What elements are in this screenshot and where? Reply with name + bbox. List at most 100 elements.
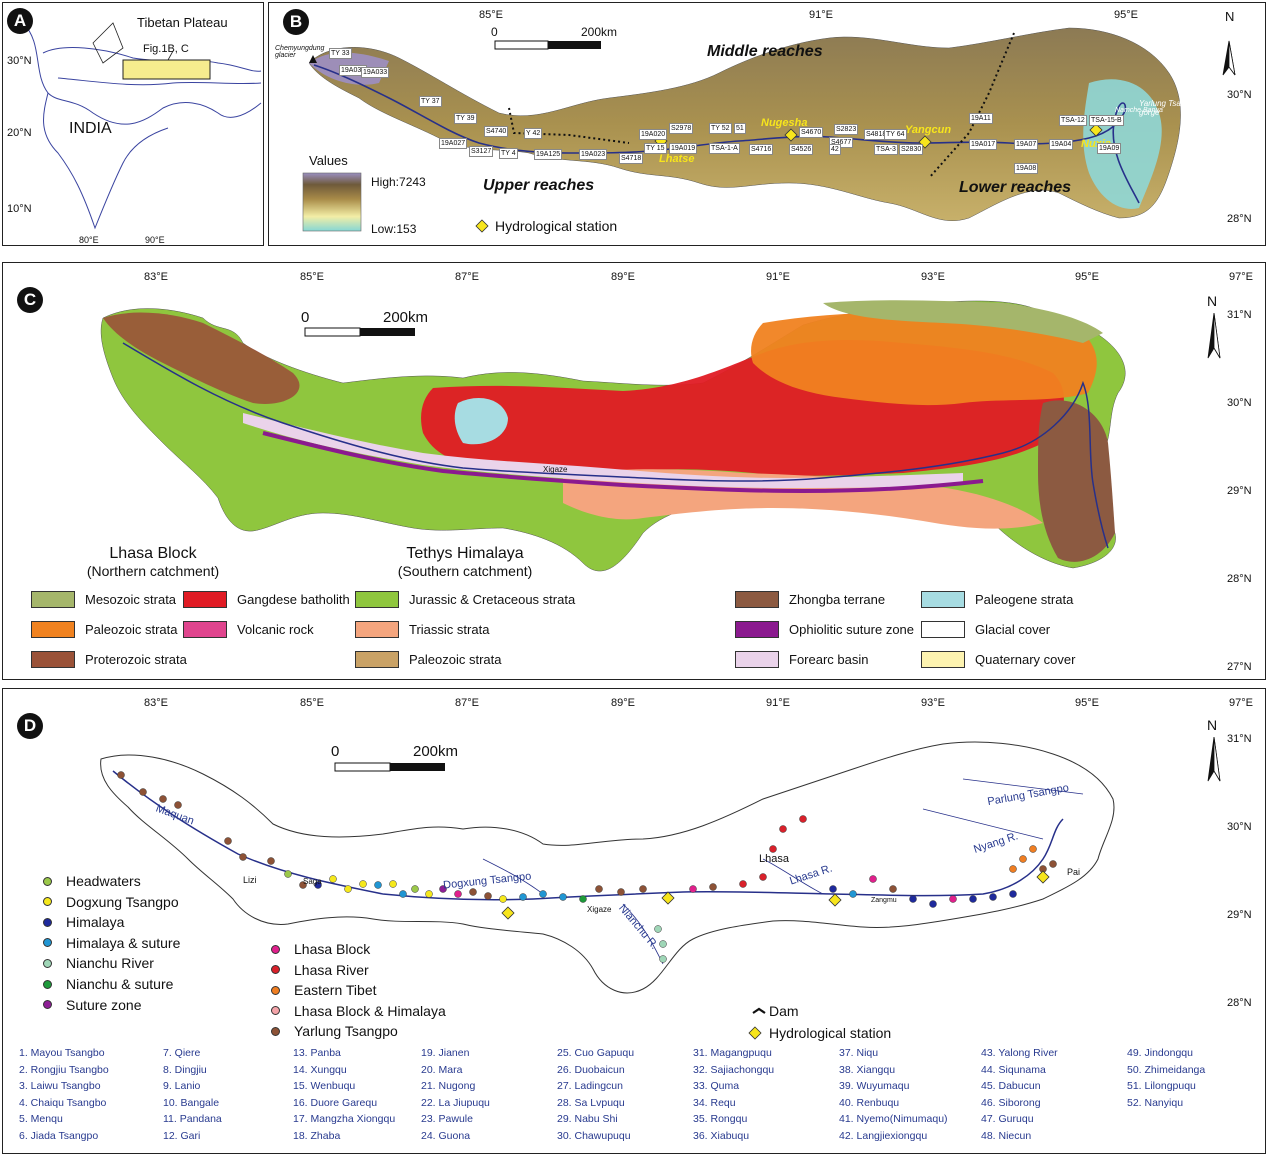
sample-dot	[617, 888, 625, 896]
legend-label: Gangdese batholith	[237, 592, 350, 607]
yarlung-river-d	[112, 770, 1064, 901]
river-list-item: 44. Siqunama	[981, 1063, 1046, 1076]
lat-label: 30°N	[1227, 821, 1252, 833]
panel-a-location-map: A Tibetan Plateau Fig.1B, C INDIA 30°N 2…	[2, 2, 264, 246]
values-ramp	[302, 172, 362, 232]
legend-label: Jurassic & Cretaceous strata	[409, 592, 576, 607]
legend-label: Eastern Tibet	[294, 982, 377, 999]
sample-legend-item: Nianchu & suture	[43, 976, 173, 992]
sample-id-label: S4670	[799, 127, 824, 138]
sample-dot	[284, 870, 292, 878]
sample-dot	[779, 825, 787, 833]
sample-dot	[595, 885, 603, 893]
geology-legend-item: Mesozoic strata	[31, 591, 176, 608]
sample-dot	[559, 893, 567, 901]
river-list-item: 38. Xiangqu	[839, 1063, 896, 1076]
sample-dot	[425, 890, 433, 898]
lat-label: 10°N	[7, 203, 32, 215]
sample-dot	[389, 880, 397, 888]
sample-id-label: S4716	[749, 144, 774, 155]
scale-zero: 0	[301, 309, 310, 326]
lon-label: 93°E	[921, 271, 945, 283]
values-low: Low:153	[371, 222, 417, 236]
sample-dot	[469, 888, 477, 896]
legend-label: Nianchu River	[66, 955, 154, 972]
legend-dot	[43, 897, 52, 907]
legend-label: Mesozoic strata	[85, 592, 177, 607]
station-label: Nugesha	[761, 117, 808, 129]
river-list-item: 51. Lilongpuqu	[1127, 1080, 1196, 1092]
river-list-item: 1. Mayou Tsangbo	[19, 1047, 105, 1059]
legend-label: Triassic strata	[409, 622, 490, 637]
river-list-item: 29. Nabu Shi	[557, 1113, 618, 1125]
sample-dot	[849, 890, 857, 898]
legend-station-symbol	[748, 1026, 762, 1040]
river-list-item: 36. Xiabuqu	[693, 1129, 750, 1142]
sample-id-label: S4718	[619, 153, 644, 164]
lon-label: 85°E	[300, 697, 324, 709]
sample-dot	[739, 880, 747, 888]
geology-legend-item: Volcanic rock	[183, 621, 314, 638]
legend-label: Himalaya	[66, 914, 125, 931]
lon-label: 85°E	[300, 271, 324, 283]
river-list-item: 27. Ladingcun	[557, 1080, 623, 1092]
lizi-label: Lizi	[243, 875, 257, 885]
sample-id-label: TY 4	[499, 148, 518, 159]
river-list-item: 48. Niecun	[981, 1129, 1032, 1142]
river-list-item: 7. Qiere	[163, 1047, 201, 1059]
river-list-item: 15. Wenbuqu	[293, 1080, 356, 1092]
fig-1bc-box	[122, 59, 211, 80]
river-list-item: 28. Sa Lvpuqu	[557, 1096, 625, 1109]
sample-id-label: TSA-15-B	[1089, 115, 1124, 126]
river-list-item: 32. Sajiachongqu	[693, 1063, 775, 1076]
forearc-zone	[243, 413, 963, 488]
panel-a-map	[22, 22, 262, 230]
sample-dot	[759, 873, 767, 881]
legend-label: Zhongba terrane	[789, 592, 886, 607]
sample-id-label: 19A07	[1014, 139, 1039, 150]
legend-dam-label: Dam	[769, 1003, 799, 1019]
river-list-item: 43. Yalong River	[981, 1047, 1058, 1059]
sample-legend-item: Yarlung Tsangpo	[271, 1023, 398, 1039]
place-label: Namche Barwa	[1115, 107, 1163, 114]
geology-legend-item: Forearc basin	[735, 651, 868, 668]
legend-label: Paleozoic strata	[409, 652, 502, 667]
lon-label: 95°E	[1075, 271, 1099, 283]
sample-id-label: 19A017	[969, 139, 998, 150]
lon-label: 83°E	[144, 697, 168, 709]
sample-dot	[989, 893, 997, 901]
geology-legend-item: Proterozoic strata	[31, 651, 187, 668]
geology-legend-item: Paleozoic strata	[355, 651, 502, 668]
legend-swatch	[921, 651, 965, 668]
legend-label: Paleogene strata	[975, 592, 1074, 607]
sample-legend-item: Dogxung Tsangpo	[43, 894, 179, 910]
panel-c-geology-map: C 83°E 85°E 87°E 89°E 91°E 93°E 95°E 97°…	[2, 262, 1266, 680]
lat-label: 29°N	[1227, 909, 1252, 921]
tethys-sub: (Southern catchment)	[397, 563, 533, 579]
pai-label: Pai	[1067, 867, 1081, 877]
legend-label: Headwaters	[66, 873, 141, 889]
sample-id-label: 19A11	[969, 113, 993, 124]
river-list-item: 42. Langjiexiongqu	[839, 1129, 928, 1142]
legend-label: Forearc basin	[789, 652, 869, 667]
xigaze-label: Xigaze	[587, 905, 612, 914]
lon-label: 85°E	[479, 9, 503, 21]
sample-dot	[1029, 845, 1037, 853]
lower-gorge-shape	[1083, 79, 1162, 209]
river-list-item: 10. Bangale	[163, 1096, 220, 1109]
sample-legend-item: Nianchu River	[43, 955, 154, 971]
legend-dot	[271, 944, 280, 954]
station-label: Yangcun	[905, 124, 952, 136]
lon-label: 97°E	[1229, 271, 1253, 283]
river-list-item: 22. La Jiupuqu	[421, 1096, 490, 1109]
sample-id-label: TY 64	[884, 129, 907, 140]
fig-box-label: Fig.1B, C	[143, 43, 189, 55]
sample-id-label: S2830	[899, 144, 924, 155]
scale-bar-black	[390, 763, 445, 771]
river-list-item: 30. Chawupuqu	[557, 1129, 631, 1142]
sample-dot	[359, 880, 367, 888]
middle-reaches-label: Middle reaches	[707, 43, 823, 60]
sample-id-label: TY 52	[709, 123, 732, 134]
river-list-item: 16. Duore Garequ	[293, 1096, 378, 1109]
sample-id-label: 19A08	[1014, 163, 1039, 174]
